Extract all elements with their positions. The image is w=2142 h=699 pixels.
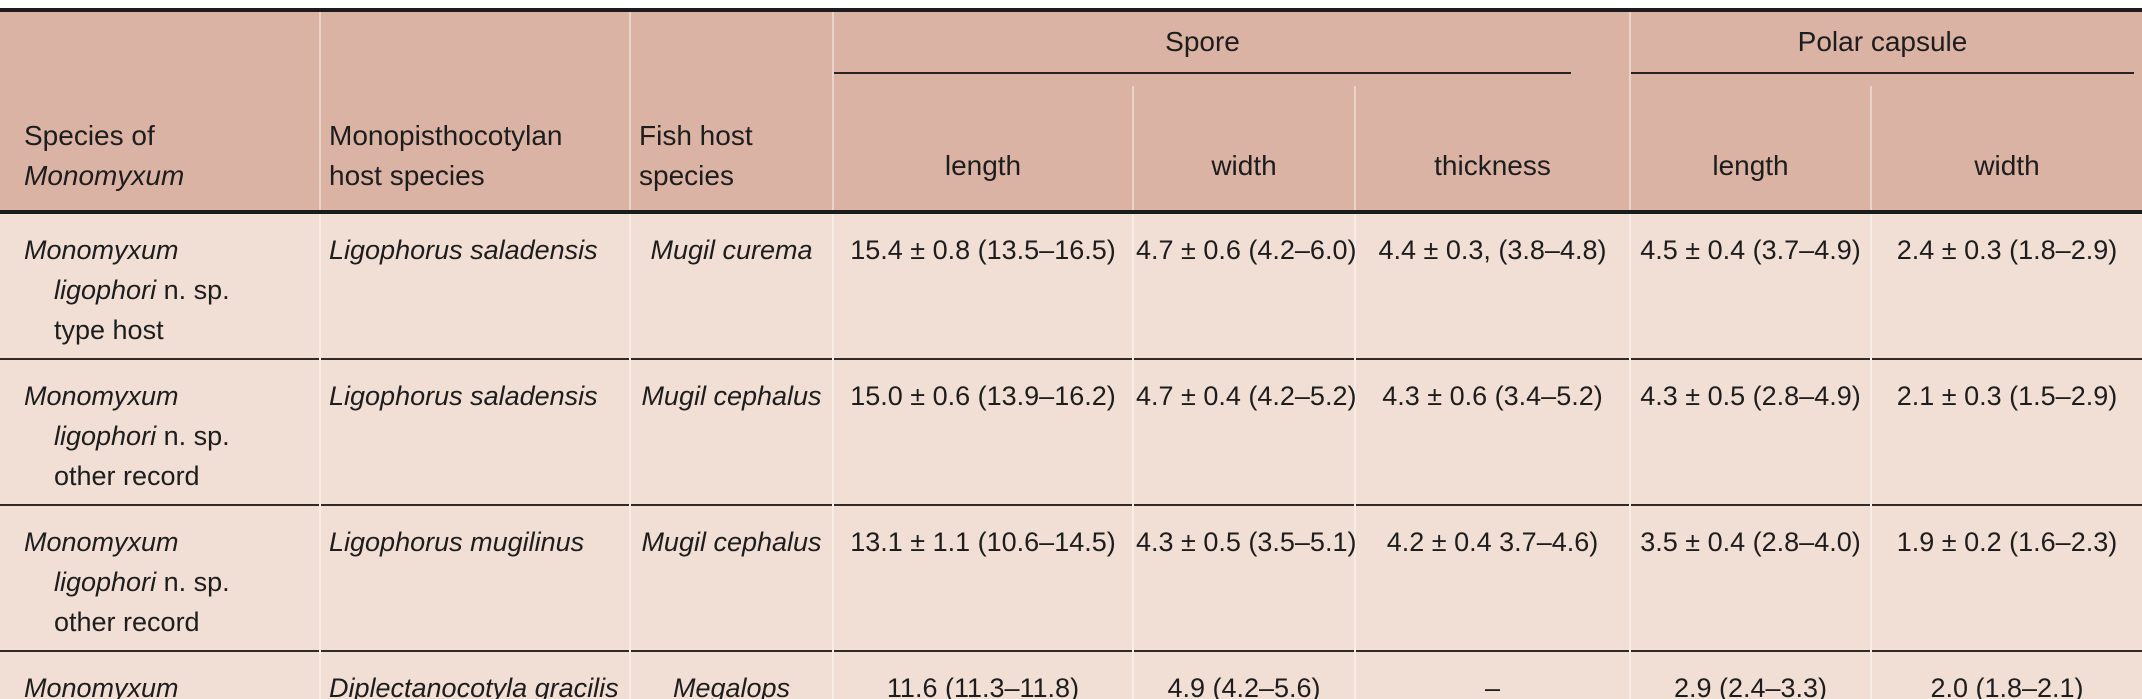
header-monopisthocotylan-column: Monopisthocotylan host species [319, 10, 630, 212]
cell-monopisthocotylan-host: Ligophorus saladensis [319, 359, 630, 505]
cell-spore-width: 4.3 ± 0.5 (3.5–5.1) [1132, 505, 1356, 651]
cell-fish-host: Mugil cephalus [629, 505, 833, 651]
header-pc-width: width [1870, 86, 2142, 212]
table-row: Monomyxum incomptavermi Diplectanocotyla… [0, 651, 2142, 699]
header-spore-width: width [1132, 86, 1355, 212]
species-note: other record [54, 461, 200, 491]
header-spore-group: Spore [832, 10, 1630, 86]
header-group-row: Species of Monomyxum Monopisthocotylan h… [0, 10, 2142, 212]
species-suffix: n. sp. [156, 567, 230, 597]
species-measurement-table: Species of Monomyxum Monopisthocotylan h… [0, 8, 2142, 699]
species-suffix: n. sp. [156, 421, 230, 451]
cell-pc-width: 2.1 ± 0.3 (1.5–2.9) [1870, 359, 2142, 505]
header-species-line2: Monomyxum [24, 160, 185, 191]
header-species-column: Species of Monomyxum [0, 10, 320, 212]
cell-pc-width: 1.9 ± 0.2 (1.6–2.3) [1870, 505, 2142, 651]
header-monop-line2: host species [329, 160, 485, 191]
cell-spore-width: 4.9 (4.2–5.6) [1132, 651, 1355, 699]
header-spore-group-label: Spore [834, 22, 1571, 74]
cell-spore-width: 4.7 ± 0.6 (4.2–6.0) [1132, 212, 1356, 359]
cell-pc-width: 2.0 (1.8–2.1) [1870, 651, 2142, 699]
header-monop-line1: Monopisthocotylan [329, 120, 563, 151]
header-spore-thickness: thickness [1354, 86, 1630, 212]
species-genus: Monomyxum [24, 235, 179, 265]
header-polar-capsule-group-label: Polar capsule [1631, 22, 2134, 74]
cell-pc-length: 4.5 ± 0.4 (3.7–4.9) [1629, 212, 1871, 359]
species-note: other record [54, 607, 200, 637]
species-epithet: ligophori [54, 567, 157, 597]
cell-spore-thickness: – [1354, 651, 1630, 699]
table-header: Species of Monomyxum Monopisthocotylan h… [0, 10, 2142, 212]
species-genus: Monomyxum [24, 673, 179, 699]
header-fish-line1: Fish host [639, 120, 753, 151]
header-spore-length: length [832, 86, 1133, 212]
cell-pc-length: 2.9 (2.4–3.3) [1629, 651, 1871, 699]
table-row: Monomyxum ligophori n. sp. other record … [0, 505, 2142, 651]
header-fish-host-column: Fish host species [629, 10, 833, 212]
cell-monopisthocotylan-host: Ligophorus saladensis [319, 212, 630, 359]
species-epithet: ligophori [54, 421, 157, 451]
cell-species: Monomyxum incomptavermi [0, 651, 320, 699]
cell-fish-host: Mugil curema [629, 212, 833, 359]
cell-fish-host: Megalops cyprinoides [629, 651, 833, 699]
cell-spore-thickness: 4.2 ± 0.4 3.7–4.6) [1354, 505, 1630, 651]
table-row: Monomyxum ligophori n. sp. other record … [0, 359, 2142, 505]
cell-spore-length: 15.4 ± 0.8 (13.5–16.5) [832, 212, 1133, 359]
cell-spore-width: 4.7 ± 0.4 (4.2–5.2) [1132, 359, 1356, 505]
cell-species: Monomyxum ligophori n. sp. type host [0, 212, 320, 359]
header-polar-capsule-group: Polar capsule [1629, 10, 2142, 86]
cell-spore-thickness: 4.4 ± 0.3, (3.8–4.8) [1354, 212, 1630, 359]
cell-spore-length: 13.1 ± 1.1 (10.6–14.5) [832, 505, 1133, 651]
species-genus: Monomyxum [24, 381, 179, 411]
header-sub-row: length width thickness length width [0, 86, 2142, 212]
species-genus: Monomyxum [24, 527, 179, 557]
cell-pc-length: 4.3 ± 0.5 (2.8–4.9) [1629, 359, 1871, 505]
species-suffix: n. sp. [156, 275, 230, 305]
cell-spore-length: 11.6 (11.3–11.8) [832, 651, 1133, 699]
cell-species: Monomyxum ligophori n. sp. other record [0, 505, 320, 651]
cell-monopisthocotylan-host: Ligophorus mugilinus [319, 505, 630, 651]
cell-spore-thickness: 4.3 ± 0.6 (3.4–5.2) [1354, 359, 1630, 505]
header-species-line1: Species of [24, 120, 155, 151]
header-pc-length: length [1629, 86, 1871, 212]
table-body: Monomyxum ligophori n. sp. type host Lig… [0, 212, 2142, 699]
cell-monopisthocotylan-host: Diplectanocotyla gracilis [319, 651, 630, 699]
cell-fish-host: Mugil cephalus [629, 359, 833, 505]
species-note: type host [54, 315, 164, 345]
cell-spore-length: 15.0 ± 0.6 (13.9–16.2) [832, 359, 1133, 505]
species-epithet: ligophori [54, 275, 157, 305]
header-fish-line2: species [639, 160, 734, 191]
table-row: Monomyxum ligophori n. sp. type host Lig… [0, 212, 2142, 359]
cell-pc-width: 2.4 ± 0.3 (1.8–2.9) [1870, 212, 2142, 359]
cell-species: Monomyxum ligophori n. sp. other record [0, 359, 320, 505]
cell-pc-length: 3.5 ± 0.4 (2.8–4.0) [1629, 505, 1871, 651]
